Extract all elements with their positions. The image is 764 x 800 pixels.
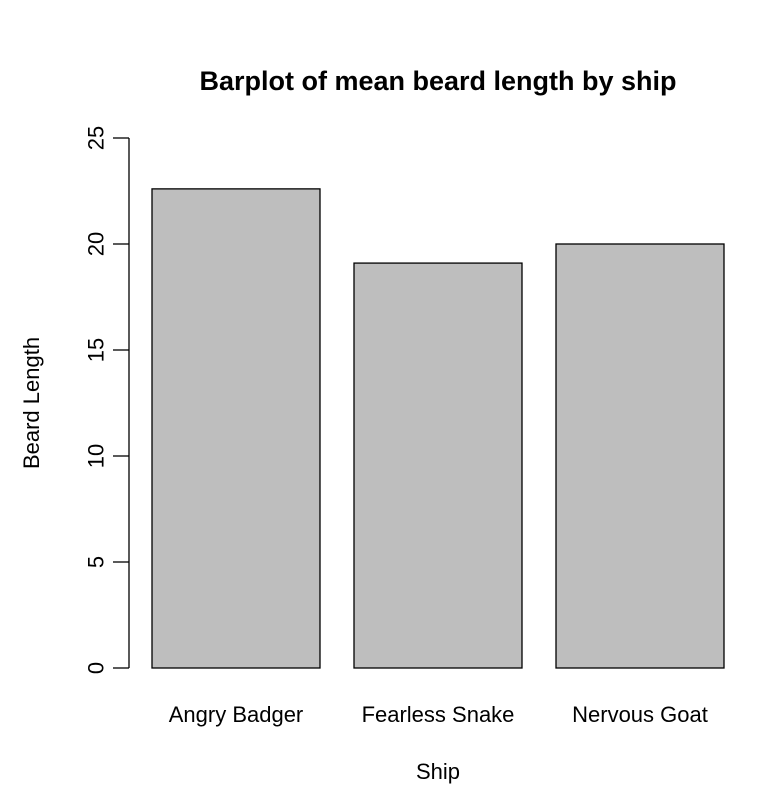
y-tick-label: 0 xyxy=(84,662,109,674)
y-axis: 0 5 10 15 20 25 xyxy=(84,126,130,674)
y-tick-label: 10 xyxy=(84,444,109,468)
y-tick-label: 5 xyxy=(84,556,109,568)
bar xyxy=(353,262,523,669)
y-tick-label: 15 xyxy=(84,338,109,362)
bars-group xyxy=(151,188,725,669)
y-tick-label: 20 xyxy=(84,232,109,256)
bar xyxy=(151,188,321,669)
x-category-label: Angry Badger xyxy=(169,702,304,727)
x-axis-label: Ship xyxy=(416,759,460,784)
chart-title: Barplot of mean beard length by ship xyxy=(199,66,676,96)
y-tick-label: 25 xyxy=(84,126,109,150)
x-category-labels: Angry Badger Fearless Snake Nervous Goat xyxy=(169,702,708,727)
x-category-label: Nervous Goat xyxy=(572,702,708,727)
x-category-label: Fearless Snake xyxy=(362,702,515,727)
bar xyxy=(555,243,725,669)
y-axis-label: Beard Length xyxy=(19,337,44,469)
